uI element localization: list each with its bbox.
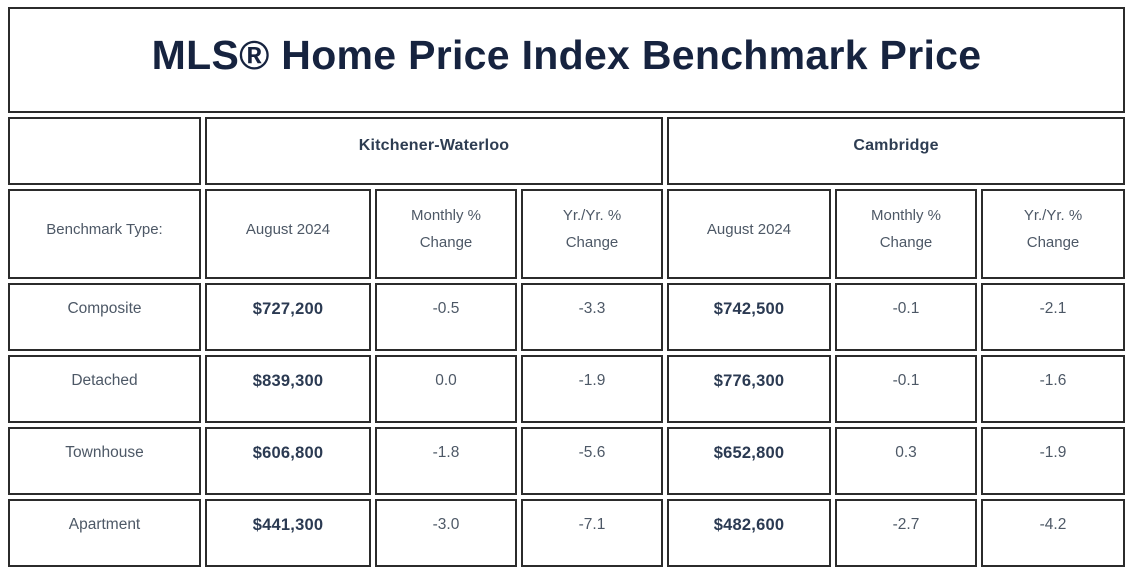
cell-townhouse-cambridge-yoy: -1.9: [981, 427, 1126, 495]
col-header-benchmark-type: Benchmark Type:: [8, 189, 201, 279]
table-row-townhouse: Townhouse $606,800 -1.8 -5.6 $652,800 0.…: [8, 427, 1126, 495]
table-row-detached: Detached $839,300 0.0 -1.9 $776,300 -0.1…: [8, 355, 1126, 423]
region-header-cambridge: Cambridge: [667, 117, 1126, 185]
cell-apartment-cambridge-monthly: -2.7: [835, 499, 977, 567]
cell-apartment-kw-monthly: -3.0: [375, 499, 517, 567]
cell-composite-kw-price: $727,200: [205, 283, 371, 351]
cell-apartment-cambridge-yoy: -4.2: [981, 499, 1126, 567]
hpi-benchmark-table: MLS® Home Price Index Benchmark Price Ki…: [4, 3, 1129, 571]
cell-detached-kw-yoy: -1.9: [521, 355, 663, 423]
cell-detached-cambridge-monthly: -0.1: [835, 355, 977, 423]
cell-detached-cambridge-price: $776,300: [667, 355, 831, 423]
col-header-cambridge-monthly-change: Monthly % Change: [835, 189, 977, 279]
cell-apartment-cambridge-price: $482,600: [667, 499, 831, 567]
region-header-kitchener-waterloo: Kitchener-Waterloo: [205, 117, 663, 185]
cell-townhouse-cambridge-price: $652,800: [667, 427, 831, 495]
col-header-kw-monthly-change: Monthly % Change: [375, 189, 517, 279]
col-header-kw-yoy-change: Yr./Yr. % Change: [521, 189, 663, 279]
cell-townhouse-kw-yoy: -5.6: [521, 427, 663, 495]
row-label-composite: Composite: [8, 283, 201, 351]
cell-detached-cambridge-yoy: -1.6: [981, 355, 1126, 423]
page-title: MLS® Home Price Index Benchmark Price: [8, 7, 1126, 113]
cell-composite-kw-yoy: -3.3: [521, 283, 663, 351]
row-label-apartment: Apartment: [8, 499, 201, 567]
row-label-detached: Detached: [8, 355, 201, 423]
cell-composite-cambridge-yoy: -2.1: [981, 283, 1126, 351]
corner-cell: [8, 117, 201, 185]
cell-apartment-kw-price: $441,300: [205, 499, 371, 567]
cell-detached-kw-price: $839,300: [205, 355, 371, 423]
col-header-cambridge-yoy-change: Yr./Yr. % Change: [981, 189, 1126, 279]
col-header-cambridge-month: August 2024: [667, 189, 831, 279]
table-row-composite: Composite $727,200 -0.5 -3.3 $742,500 -0…: [8, 283, 1126, 351]
cell-composite-cambridge-monthly: -0.1: [835, 283, 977, 351]
cell-townhouse-kw-price: $606,800: [205, 427, 371, 495]
cell-townhouse-kw-monthly: -1.8: [375, 427, 517, 495]
cell-composite-cambridge-price: $742,500: [667, 283, 831, 351]
table-row-apartment: Apartment $441,300 -3.0 -7.1 $482,600 -2…: [8, 499, 1126, 567]
col-header-kw-month: August 2024: [205, 189, 371, 279]
column-header-row: Benchmark Type: August 2024 Monthly % Ch…: [8, 189, 1126, 279]
title-row: MLS® Home Price Index Benchmark Price: [8, 7, 1126, 113]
region-header-row: Kitchener-Waterloo Cambridge: [8, 117, 1126, 185]
cell-detached-kw-monthly: 0.0: [375, 355, 517, 423]
cell-apartment-kw-yoy: -7.1: [521, 499, 663, 567]
cell-townhouse-cambridge-monthly: 0.3: [835, 427, 977, 495]
cell-composite-kw-monthly: -0.5: [375, 283, 517, 351]
row-label-townhouse: Townhouse: [8, 427, 201, 495]
